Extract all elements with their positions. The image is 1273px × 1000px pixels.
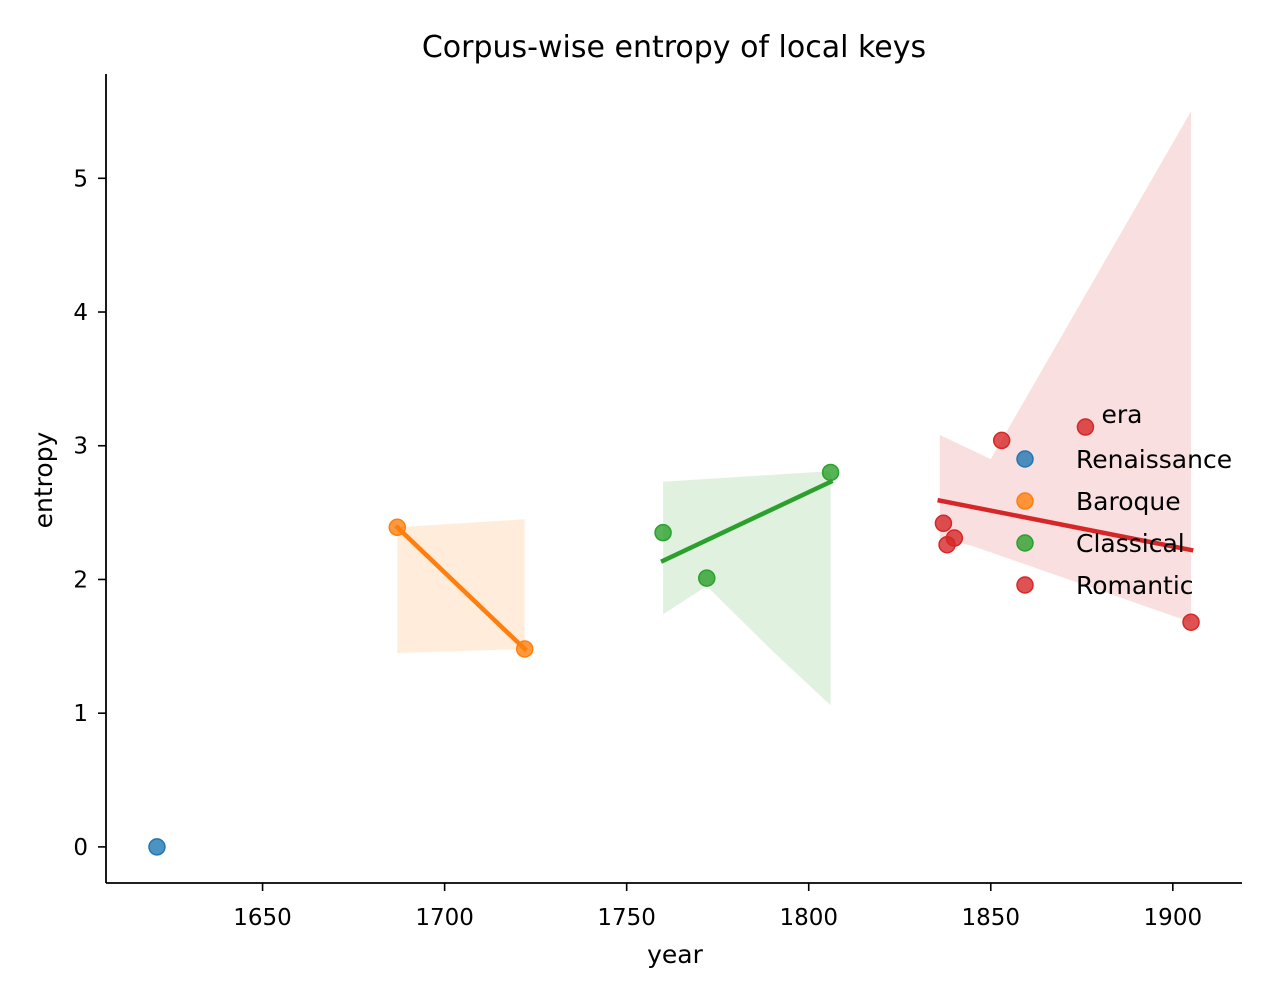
data-point-romantic-0: [934, 514, 953, 533]
regression-line-baroque: [394, 524, 528, 653]
data-points: [148, 418, 1200, 856]
x-axis-ticks: 1650 1700 1750 1800 1850 1900: [233, 883, 1202, 931]
legend: era Renaissance Baroque Classical Romantic: [1016, 400, 1232, 600]
confidence-band-romantic: [939, 111, 1191, 623]
x-tick-label-1850: 1850: [961, 905, 1020, 931]
regression-line-classical: [660, 478, 834, 564]
data-point-romantic-5: [1182, 613, 1200, 631]
data-point-baroque-1: [515, 640, 534, 658]
confidence-bands: [397, 111, 1191, 706]
y-axis-label: entropy: [29, 431, 58, 528]
legend-label-classical: Classical: [1076, 529, 1185, 558]
data-point-classical-2: [821, 463, 840, 482]
data-point-baroque-0: [388, 518, 407, 537]
regression-lines: [394, 478, 1194, 653]
data-point-romantic-2: [945, 529, 964, 547]
legend-label-romantic: Romantic: [1076, 571, 1194, 600]
x-tick-label-1700: 1700: [415, 905, 474, 931]
data-point-renaissance-0: [148, 838, 166, 856]
x-tick-label-1750: 1750: [597, 905, 656, 931]
y-tick-label-4: 4: [73, 300, 88, 326]
data-point-classical-1: [698, 569, 716, 587]
regression-line-romantic: [937, 497, 1194, 553]
x-axis-label: year: [647, 940, 703, 969]
legend-marker-renaissance: [1016, 450, 1034, 468]
data-point-classical-0: [654, 523, 672, 542]
legend-title: era: [1102, 400, 1143, 429]
legend-marker-baroque: [1016, 492, 1034, 510]
x-tick-label-1800: 1800: [779, 905, 838, 931]
y-tick-label-3: 3: [73, 434, 88, 460]
legend-marker-romantic: [1016, 576, 1034, 594]
confidence-band-classical: [663, 471, 831, 706]
data-point-romantic-4: [1076, 418, 1095, 436]
data-point-romantic-3: [992, 431, 1011, 450]
y-tick-label-5: 5: [73, 166, 88, 192]
y-axis-ticks: 0 1 2 3 4 5: [73, 166, 106, 861]
legend-label-baroque: Baroque: [1076, 487, 1181, 516]
y-tick-label-1: 1: [73, 701, 88, 727]
x-tick-label-1650: 1650: [233, 905, 292, 931]
legend-label-renaissance: Renaissance: [1076, 445, 1232, 474]
chart-title: Corpus-wise entropy of local keys: [422, 30, 926, 65]
x-tick-label-1900: 1900: [1144, 905, 1203, 931]
legend-marker-classical: [1016, 534, 1034, 552]
y-tick-label-2: 2: [73, 567, 88, 593]
y-tick-label-0: 0: [73, 835, 88, 861]
